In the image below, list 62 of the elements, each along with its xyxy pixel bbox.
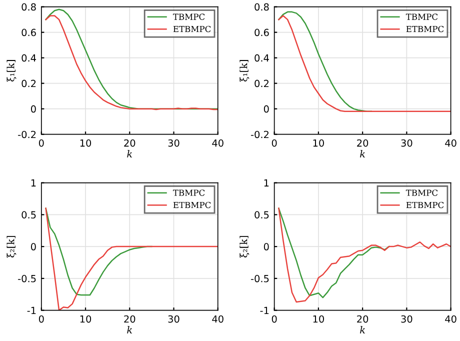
y-tick-label: 0 bbox=[30, 105, 36, 113]
legend-label: TBMPC bbox=[406, 190, 438, 196]
x-tick-label: 0 bbox=[272, 139, 277, 147]
legend-label: TBMPC bbox=[406, 14, 438, 20]
x-tick-label: 40 bbox=[212, 139, 224, 147]
y-tick-label: -0.5 bbox=[250, 274, 269, 282]
x-tick-label: 0 bbox=[38, 139, 44, 147]
y-tick-label: 0 bbox=[30, 243, 36, 250]
legend-label: ETBMPC bbox=[173, 202, 211, 208]
x-axis-title: k bbox=[360, 326, 365, 334]
y-tick-label: -1 bbox=[260, 306, 269, 314]
y-tick-label: 0.8 bbox=[254, 3, 269, 11]
legend-label: TBMPC bbox=[173, 14, 205, 20]
x-tick-label: 40 bbox=[445, 315, 456, 323]
x-tick-label: 30 bbox=[401, 315, 412, 323]
y-axis-title: ξ₁[k] bbox=[240, 60, 250, 82]
x-tick-label: 30 bbox=[168, 139, 180, 147]
legend-label: TBMPC bbox=[173, 190, 205, 196]
y-tick-label: 0.4 bbox=[254, 54, 269, 62]
x-tick-label: 40 bbox=[212, 315, 224, 323]
y-axis-title: ξ₂[k] bbox=[6, 236, 16, 258]
x-tick-label: 20 bbox=[124, 139, 136, 147]
y-tick-label: 0 bbox=[264, 243, 269, 250]
x-tick-label: 0 bbox=[272, 315, 277, 323]
y-tick-label: -0.2 bbox=[18, 130, 36, 138]
x-tick-label: 40 bbox=[445, 139, 456, 147]
x-axis-title: k bbox=[127, 326, 132, 334]
x-tick-label: 30 bbox=[168, 315, 180, 323]
line-series bbox=[278, 208, 451, 303]
x-tick-label: 10 bbox=[80, 139, 92, 147]
y-tick-label: 0.5 bbox=[254, 211, 269, 219]
x-axis-title: k bbox=[127, 150, 132, 158]
y-tick-label: 0.2 bbox=[254, 80, 268, 88]
y-tick-label: 0.5 bbox=[22, 211, 36, 219]
x-tick-label: 20 bbox=[357, 139, 368, 147]
y-tick-label: -0.5 bbox=[18, 274, 36, 282]
x-tick-label: 20 bbox=[357, 315, 368, 323]
x-tick-label: 20 bbox=[124, 315, 136, 323]
line-series bbox=[278, 15, 451, 112]
y-tick-label: 0.8 bbox=[22, 3, 36, 11]
y-axis-title: ξ₂[k] bbox=[240, 236, 250, 258]
y-tick-label: -0.2 bbox=[250, 130, 268, 138]
x-tick-label: 30 bbox=[401, 139, 412, 147]
y-tick-label: 0.2 bbox=[22, 80, 36, 88]
y-tick-label: 0 bbox=[264, 105, 269, 113]
line-series bbox=[278, 208, 390, 298]
x-tick-label: 0 bbox=[38, 315, 44, 323]
y-axis-title: ξ₁[k] bbox=[6, 60, 16, 82]
y-tick-label: -1 bbox=[27, 306, 36, 314]
legend-label: ETBMPC bbox=[173, 26, 211, 32]
x-axis-title: k bbox=[360, 150, 365, 158]
y-tick-label: 0.6 bbox=[22, 28, 36, 36]
y-tick-label: 1 bbox=[264, 179, 269, 186]
legend-label: ETBMPC bbox=[406, 202, 444, 208]
line-series bbox=[45, 208, 218, 310]
y-tick-label: 0.6 bbox=[254, 28, 269, 36]
y-tick-label: 1 bbox=[31, 179, 36, 186]
x-tick-label: 10 bbox=[313, 315, 324, 323]
y-tick-label: 0.4 bbox=[22, 54, 36, 62]
x-tick-label: 10 bbox=[313, 139, 324, 147]
legend-label: ETBMPC bbox=[406, 26, 444, 32]
x-tick-label: 10 bbox=[80, 315, 92, 323]
